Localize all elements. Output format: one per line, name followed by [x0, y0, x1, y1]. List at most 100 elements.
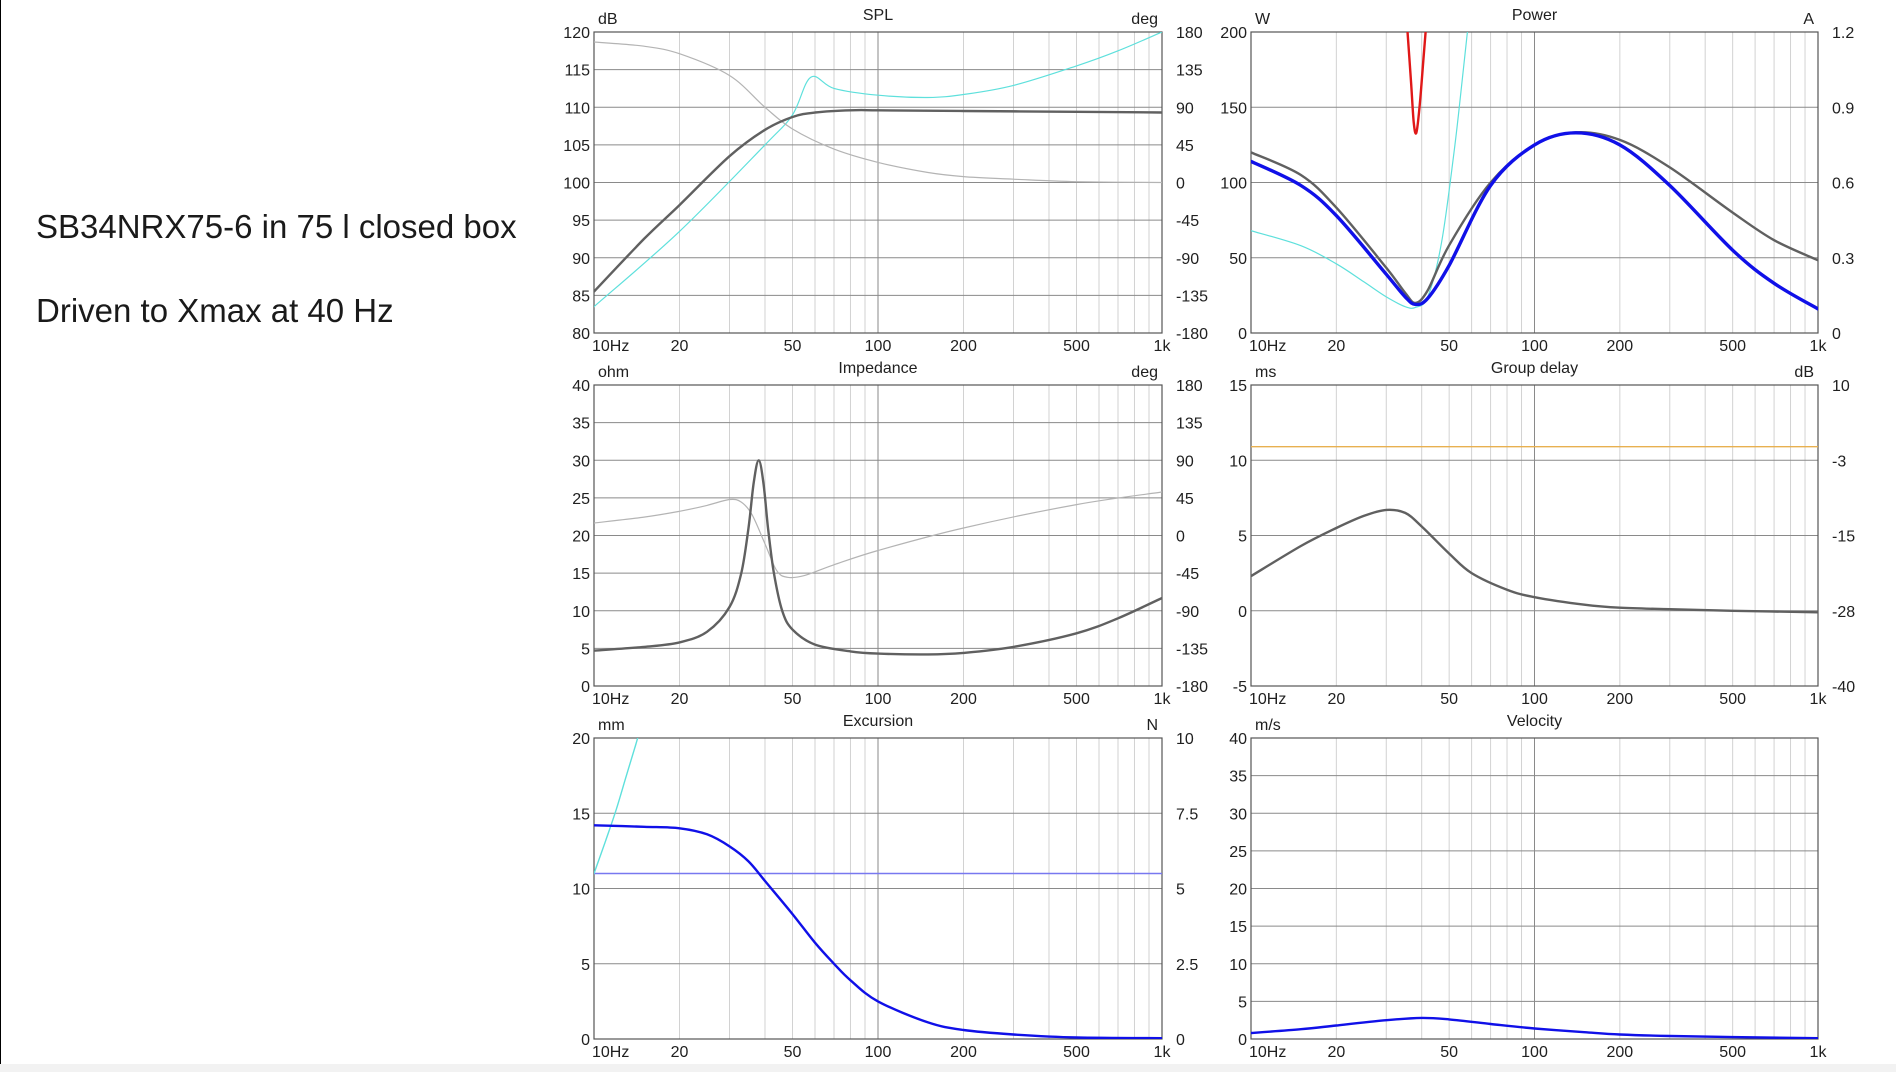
chart-title: Power	[1512, 7, 1558, 24]
series-line-red	[1406, 32, 1427, 135]
series-line-blue	[1251, 1016, 1818, 1039]
plot-frame	[1250, 737, 1819, 1040]
y-tick-label: 35	[572, 416, 590, 433]
y2-tick-label: 180	[1176, 25, 1203, 42]
y-tick-label: 5	[581, 957, 590, 974]
y-tick-label: 0	[581, 679, 590, 696]
series-line-dark-gray	[594, 459, 1162, 656]
y2-tick-label: 0	[1176, 529, 1185, 546]
y2-tick-label: -45	[1176, 213, 1199, 230]
x-tick-label: 50	[784, 338, 802, 355]
x-tick-label: 100	[1521, 691, 1548, 708]
y-axis-unit-label: m/s	[1255, 717, 1281, 734]
x-tick-label: 1k	[1154, 691, 1172, 708]
x-tick-label: 200	[950, 691, 977, 708]
series-line-light-gray	[594, 491, 1162, 579]
y2-tick-label: 1.2	[1832, 25, 1854, 42]
y2-tick-label: 0.3	[1832, 251, 1854, 268]
series-line-cyan	[594, 738, 639, 875]
x-tick-label: 200	[1606, 691, 1633, 708]
y-axis-unit-label: dB	[598, 11, 618, 28]
y-tick-label: 30	[1229, 806, 1247, 823]
y2-tick-label: 10	[1832, 378, 1850, 395]
y-axis-unit-label: W	[1255, 11, 1271, 28]
y-tick-label: 150	[1220, 100, 1247, 117]
series-line-blue	[1251, 131, 1818, 311]
y-tick-label: 40	[1229, 731, 1247, 748]
y-tick-label: 50	[1229, 251, 1247, 268]
x-tick-label: 20	[1327, 338, 1345, 355]
y2-tick-label: 45	[1176, 138, 1194, 155]
chart-title: Velocity	[1507, 713, 1562, 730]
x-tick-label: 20	[671, 338, 689, 355]
x-tick-label: 100	[865, 338, 892, 355]
y-tick-label: 0	[581, 1032, 590, 1049]
x-tick-label: 100	[1521, 1044, 1548, 1061]
chart-spl: 80 85 90 95 100 105 110 115 120 -180 -135 -90 -45 0 45…	[563, 7, 1208, 355]
y-tick-label: 85	[572, 288, 590, 305]
y-tick-label: 120	[563, 25, 590, 42]
y-axis-unit-label: ms	[1255, 364, 1276, 381]
plot-frame	[1250, 384, 1819, 687]
x-tick-label: 50	[1440, 691, 1458, 708]
y2-axis-unit-label: deg	[1131, 11, 1158, 28]
y2-tick-label: 45	[1176, 491, 1194, 508]
y-axis-unit-label: ohm	[598, 364, 629, 381]
x-tick-label: 20	[671, 1044, 689, 1061]
x-tick-label: 1k	[1154, 338, 1172, 355]
x-tick-label: 20	[1327, 1044, 1345, 1061]
y-tick-label: 0	[1238, 1032, 1247, 1049]
series-line-cyan	[594, 32, 1162, 308]
series-line-dark-gray	[594, 108, 1162, 293]
x-tick-label: 500	[1063, 1044, 1090, 1061]
series-line-dark-gray	[1251, 508, 1818, 614]
y2-tick-label: -180	[1176, 326, 1208, 343]
y-tick-label: 25	[1229, 844, 1247, 861]
chart-title: Excursion	[843, 713, 913, 730]
y2-tick-label: -135	[1176, 641, 1208, 658]
y2-axis-unit-label: deg	[1131, 364, 1158, 381]
y2-axis-unit-label: A	[1803, 11, 1814, 28]
chart-title: Group delay	[1491, 360, 1578, 377]
y2-tick-label: 90	[1176, 453, 1194, 470]
series-line-cyan	[1251, 32, 1468, 309]
y2-tick-label: 0	[1176, 1032, 1185, 1049]
y2-tick-label: 135	[1176, 63, 1203, 80]
y-tick-label: 80	[572, 326, 590, 343]
y-tick-label: 5	[581, 641, 590, 658]
y-tick-label: 100	[1220, 176, 1247, 193]
slide-caption-driver: SB34NRX75-6 in 75 l closed box	[36, 208, 517, 245]
x-tick-label: 50	[784, 691, 802, 708]
x-tick-label: 10Hz	[1249, 1044, 1286, 1061]
slide-caption-drive-level: Driven to Xmax at 40 Hz	[36, 292, 394, 329]
x-tick-label: 100	[865, 1044, 892, 1061]
x-tick-label: 50	[1440, 338, 1458, 355]
y2-tick-label: 90	[1176, 100, 1194, 117]
chart-power: 0 50 100 150 200 0 0.3 0.6 0.9 1.2 10Hz 20 50 100 200 5…	[1220, 7, 1854, 355]
series-line-light-gray	[594, 41, 1162, 184]
x-tick-label: 500	[1719, 338, 1746, 355]
x-tick-label: 200	[950, 338, 977, 355]
x-tick-label: 10Hz	[1249, 691, 1286, 708]
plot-frame	[593, 737, 1163, 1040]
y-tick-label: -5	[1233, 679, 1247, 696]
y-tick-label: 15	[1229, 919, 1247, 936]
y-tick-label: 20	[572, 731, 590, 748]
series-line-blue	[594, 824, 1162, 1039]
x-tick-label: 20	[1327, 691, 1345, 708]
y-tick-label: 200	[1220, 25, 1247, 42]
y2-tick-label: -180	[1176, 679, 1208, 696]
y-tick-label: 100	[563, 176, 590, 193]
x-tick-label: 10Hz	[592, 1044, 629, 1061]
chart-title: SPL	[863, 7, 893, 24]
chart-velocity: 0 5 10 15 20 25 30 35 40 10Hz 20 50 100 200 500 1k Veloc…	[1229, 713, 1827, 1061]
y-tick-label: 0	[1238, 604, 1247, 621]
y-tick-label: 110	[564, 100, 590, 117]
y2-tick-label: -15	[1832, 529, 1855, 546]
y-tick-label: 105	[563, 138, 590, 155]
y2-tick-label: 135	[1176, 416, 1203, 433]
y2-tick-label: 10	[1176, 731, 1194, 748]
y-tick-label: 30	[572, 453, 590, 470]
bottom-band	[0, 1064, 1896, 1072]
